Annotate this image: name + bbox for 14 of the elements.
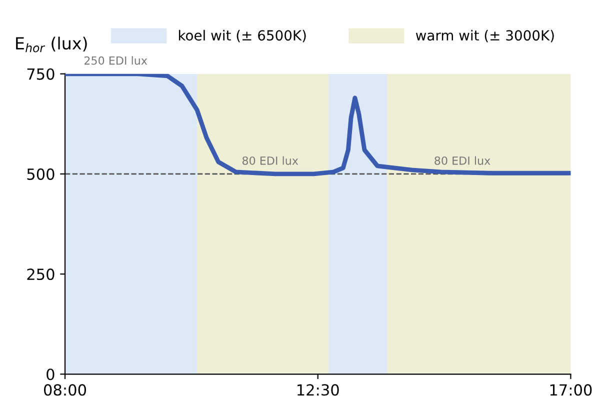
line-series — [65, 74, 571, 176]
y-axis-title: E$_{hor}$ (lux) — [16, 36, 87, 52]
y-tick-label: 750 — [27, 68, 54, 80]
legend-label: koel wit (± 6500K) — [178, 30, 306, 42]
annotation: 250 EDI lux — [84, 56, 148, 65]
legend-label: warm wit (± 3000K) — [416, 30, 554, 42]
x-tick-label: 08:00 — [44, 384, 86, 396]
y-tick-label: 500 — [27, 168, 54, 180]
x-tick-label: 12:30 — [298, 384, 339, 396]
y-tick-label: 250 — [27, 268, 54, 280]
x-tick-label: 17:00 — [550, 384, 592, 396]
annotation: 80 EDI lux — [434, 156, 490, 165]
y-tick-label: 0 — [46, 368, 54, 380]
annotation: 80 EDI lux — [242, 156, 298, 165]
